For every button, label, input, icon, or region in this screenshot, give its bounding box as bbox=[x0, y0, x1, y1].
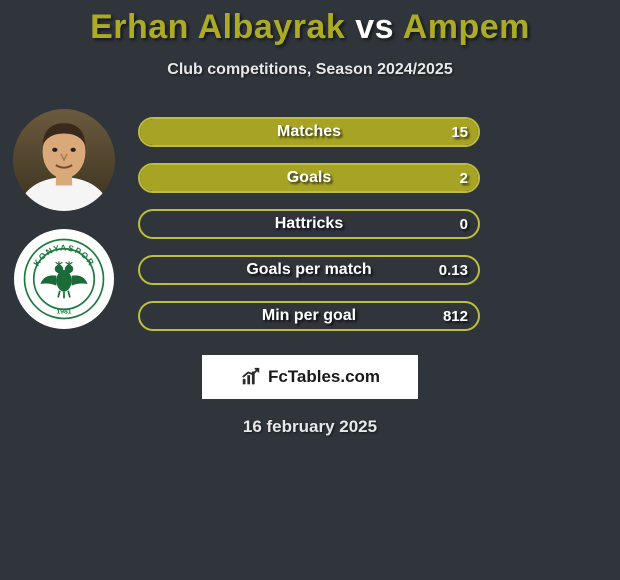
stat-bar-fill bbox=[140, 165, 478, 191]
stat-row: Hattricks0 bbox=[138, 201, 600, 247]
chart-icon bbox=[240, 366, 262, 388]
comparison-title: Erhan Albayrak vs Ampem bbox=[0, 0, 620, 47]
stat-bar bbox=[138, 209, 480, 239]
brand-box: FcTables.com bbox=[202, 355, 418, 399]
stat-bar-fill bbox=[140, 119, 478, 145]
date-text: 16 february 2025 bbox=[0, 417, 620, 437]
stat-bar bbox=[138, 255, 480, 285]
stat-bar bbox=[138, 117, 480, 147]
club-badge: KONYASPOR 1981 bbox=[14, 229, 114, 329]
player-avatar bbox=[13, 109, 115, 211]
vs-text: vs bbox=[355, 8, 394, 46]
content-area: KONYASPOR 1981 Matches15Goals2Hattricks0… bbox=[0, 109, 620, 339]
left-column: KONYASPOR 1981 bbox=[8, 109, 120, 329]
stat-bar bbox=[138, 301, 480, 331]
svg-text:1981: 1981 bbox=[57, 308, 72, 315]
brand-text: FcTables.com bbox=[268, 367, 380, 387]
stat-row: Goals2 bbox=[138, 155, 600, 201]
stat-row: Matches15 bbox=[138, 109, 600, 155]
stat-row: Goals per match0.13 bbox=[138, 247, 600, 293]
subtitle: Club competitions, Season 2024/2025 bbox=[0, 61, 620, 79]
player2-name: Ampem bbox=[403, 8, 530, 46]
stat-row: Min per goal812 bbox=[138, 293, 600, 339]
player1-name: Erhan Albayrak bbox=[90, 8, 345, 46]
stat-bars: Matches15Goals2Hattricks0Goals per match… bbox=[138, 109, 600, 339]
stat-bar bbox=[138, 163, 480, 193]
